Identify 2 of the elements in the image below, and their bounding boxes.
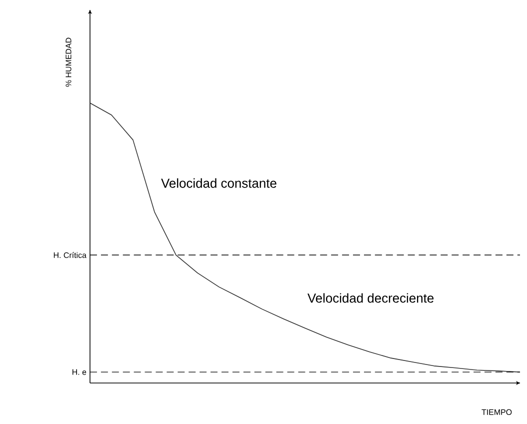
annotation: Velocidad constante <box>161 178 276 188</box>
annotation: Velocidad decreciente <box>307 293 434 303</box>
